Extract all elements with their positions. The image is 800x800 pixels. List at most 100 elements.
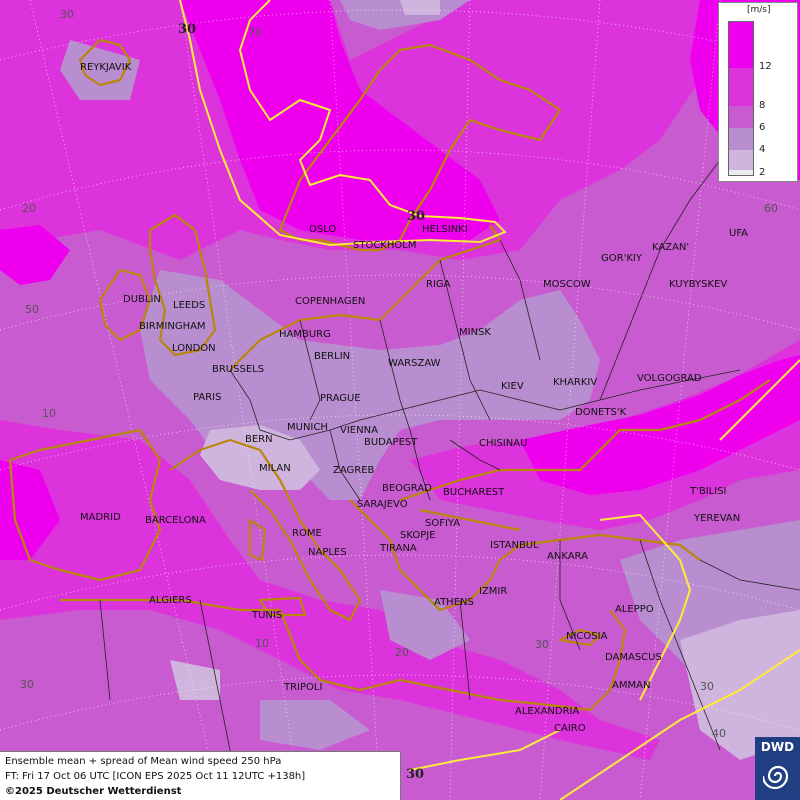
city-donetsk: DONETS'K bbox=[575, 407, 627, 418]
city-stockholm: STOCKHOLM bbox=[353, 240, 416, 251]
product-title: Ensemble mean + spread of Mean wind spee… bbox=[5, 756, 282, 767]
city-kazan: KAZAN' bbox=[652, 242, 689, 253]
contour-label-baltic: 30 bbox=[407, 209, 425, 224]
copyright: ©2025 Deutscher Wetterdienst bbox=[5, 786, 182, 797]
city-bucharest: BUCHAREST bbox=[443, 487, 505, 498]
lon-label: 20 bbox=[22, 202, 36, 215]
city-labels: REYKJAVIK OSLO STOCKHOLM HELSINKI DUBLIN… bbox=[80, 62, 748, 734]
city-minsk: MINSK bbox=[459, 327, 491, 338]
city-skopje: SKOPJE bbox=[400, 530, 436, 541]
city-cairo: CAIRO bbox=[554, 723, 586, 734]
city-amman: AMMAN bbox=[612, 680, 650, 691]
lon-label: 30 bbox=[535, 638, 549, 651]
city-nicosia: NICOSIA bbox=[566, 631, 608, 642]
lat-label: 50 bbox=[25, 303, 39, 316]
contour-label-north: 30 bbox=[178, 22, 196, 37]
city-warszaw: WARSZAW bbox=[388, 358, 441, 369]
country-borders bbox=[99, 159, 800, 800]
dwd-logo: DWD bbox=[755, 737, 800, 800]
city-madrid: MADRID bbox=[80, 512, 121, 523]
city-kiev: KIEV bbox=[501, 381, 524, 392]
city-prague: PRAGUE bbox=[320, 393, 361, 404]
isotach-30 bbox=[179, 0, 800, 800]
city-munich: MUNICH bbox=[287, 422, 328, 433]
city-chisinau: CHISINAU bbox=[479, 438, 527, 449]
city-brussels: BRUSSELS bbox=[212, 364, 264, 375]
city-reykjavik: REYKJAVIK bbox=[80, 62, 132, 73]
legend-tick: 8 bbox=[759, 100, 766, 111]
city-barcelona: BARCELONA bbox=[145, 515, 206, 526]
lat-label: 30 bbox=[20, 678, 34, 691]
city-tunis: TUNIS bbox=[251, 610, 282, 621]
lat-label: 60 bbox=[764, 202, 778, 215]
city-dublin: DUBLIN bbox=[123, 294, 161, 305]
lon-label: 40 bbox=[712, 727, 726, 740]
city-sarajevo: SARAJEVO bbox=[357, 499, 408, 510]
legend-unit: [m/s] bbox=[747, 5, 771, 15]
city-tbilisi: T'BILISI bbox=[689, 486, 726, 497]
city-beograd: BEOGRAD bbox=[382, 483, 432, 494]
city-damascus: DAMASCUS bbox=[605, 652, 662, 663]
city-sofiya: SOFIYA bbox=[425, 518, 460, 529]
city-naples: NAPLES bbox=[308, 547, 347, 558]
legend-swatch bbox=[729, 128, 753, 150]
city-birmingham: BIRMINGHAM bbox=[139, 321, 206, 332]
dwd-logo-text: DWD bbox=[760, 740, 795, 754]
legend-swatch bbox=[729, 22, 753, 68]
city-rome: ROME bbox=[292, 528, 322, 539]
lat-label: 70 bbox=[248, 26, 262, 39]
city-riga: RIGA bbox=[426, 279, 451, 290]
legend-tick: 4 bbox=[759, 144, 766, 155]
city-alexandria: ALEXANDRIA bbox=[515, 706, 580, 717]
city-oslo: OSLO bbox=[309, 224, 336, 235]
city-tripoli: TRIPOLI bbox=[283, 682, 322, 693]
city-berlin: BERLIN bbox=[314, 351, 350, 362]
city-bern: BERN bbox=[245, 434, 273, 445]
legend-tick: 12 bbox=[759, 61, 772, 72]
field-calm bbox=[170, 0, 800, 760]
color-legend: [m/s] 12 8 6 4 2 bbox=[718, 2, 798, 182]
city-paris: PARIS bbox=[193, 392, 221, 403]
coastlines bbox=[8, 38, 771, 712]
city-ankara: ANKARA bbox=[547, 551, 588, 562]
city-yerevan: YEREVAN bbox=[693, 513, 740, 524]
city-vienna: VIENNA bbox=[340, 425, 378, 436]
forecast-time: FT: Fri 17 Oct 06 UTC [ICON EPS 2025 Oct… bbox=[5, 771, 306, 782]
city-gorkiy: GOR'KIY bbox=[601, 253, 643, 264]
lat-label: 30 bbox=[700, 680, 714, 693]
legend-swatch bbox=[729, 170, 753, 175]
city-london: LONDON bbox=[172, 343, 216, 354]
city-istanbul: ISTANBUL bbox=[490, 540, 539, 551]
city-copenhagen: COPENHAGEN bbox=[295, 296, 365, 307]
lon-label: 30 bbox=[60, 8, 74, 21]
lon-label: 10 bbox=[42, 407, 56, 420]
city-budapest: BUDAPEST bbox=[364, 437, 418, 448]
city-helsinki: HELSINKI bbox=[422, 224, 468, 235]
legend-bar bbox=[728, 21, 754, 176]
city-milan: MILAN bbox=[259, 463, 291, 474]
city-ufa: UFA bbox=[729, 228, 748, 239]
city-kuybyshev: KUYBYSKEV bbox=[669, 279, 727, 290]
city-izmir: IZMIR bbox=[479, 586, 507, 597]
city-leeds: LEEDS bbox=[173, 300, 205, 311]
legend-swatch bbox=[729, 150, 753, 170]
legend-tick: 2 bbox=[759, 167, 766, 178]
lon-label: 20 bbox=[395, 646, 409, 659]
contour-label-south: 30 bbox=[406, 767, 424, 782]
city-kharkiv: KHARKIV bbox=[553, 377, 597, 388]
city-zagreb: ZAGREB bbox=[333, 465, 375, 476]
legend-swatch bbox=[729, 68, 753, 106]
info-box: Ensemble mean + spread of Mean wind spee… bbox=[0, 751, 401, 800]
city-aleppo: ALEPPO bbox=[615, 604, 654, 615]
city-algiers: ALGIERS bbox=[149, 595, 192, 606]
city-athens: ATHENS bbox=[434, 597, 474, 608]
legend-tick: 6 bbox=[759, 122, 766, 133]
lon-label: 10 bbox=[255, 637, 269, 650]
city-hamburg: HAMBURG bbox=[279, 329, 331, 340]
swirl-icon bbox=[763, 765, 789, 790]
city-moscow: MOSCOW bbox=[543, 279, 591, 290]
city-volgograd: VOLGOGRAD bbox=[637, 373, 702, 384]
city-tirana: TIRANA bbox=[379, 543, 417, 554]
